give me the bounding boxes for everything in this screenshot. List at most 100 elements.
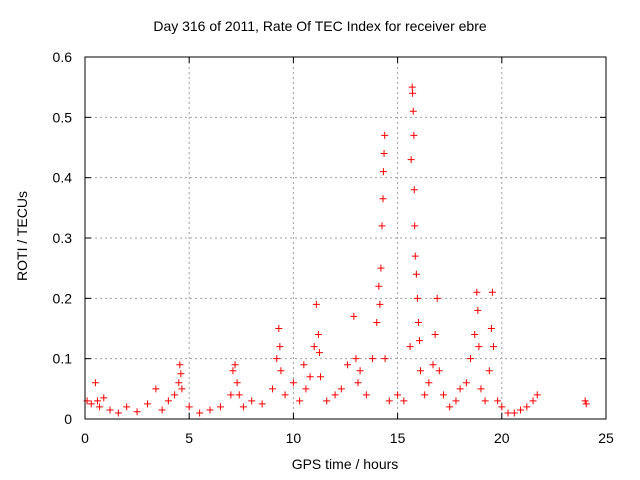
data-point [233, 379, 241, 387]
data-point [462, 379, 470, 387]
data-point [152, 385, 160, 393]
data-point [475, 343, 483, 351]
data-point [415, 337, 423, 345]
data-point [474, 306, 482, 314]
data-point [435, 367, 443, 375]
data-point [481, 397, 489, 405]
data-point [281, 391, 289, 399]
data-point [231, 361, 239, 369]
data-point [385, 397, 393, 405]
data-point [171, 391, 179, 399]
data-point [421, 391, 429, 399]
data-point [417, 367, 425, 375]
y-tick-label: 0.5 [53, 109, 73, 125]
data-point [409, 107, 417, 115]
data-point [410, 186, 418, 194]
data-point [258, 400, 266, 408]
data-point [96, 403, 104, 411]
data-point [477, 385, 485, 393]
data-point [582, 400, 590, 408]
data-point [433, 294, 441, 302]
data-point [414, 318, 422, 326]
data-point [350, 312, 358, 320]
data-point [529, 397, 537, 405]
data-point [310, 343, 318, 351]
data-point [409, 89, 417, 97]
plot-frame [84, 56, 607, 420]
data-point [581, 397, 589, 405]
data-point [269, 385, 277, 393]
x-tick-label: 10 [286, 430, 302, 446]
data-point [377, 264, 385, 272]
data-point [164, 397, 172, 405]
data-point [316, 373, 324, 381]
data-point [87, 400, 95, 408]
data-point [314, 331, 322, 339]
data-point [379, 168, 387, 176]
data-point [412, 270, 420, 278]
data-point [487, 325, 495, 332]
data-point [216, 403, 224, 411]
data-point [456, 385, 464, 393]
data-point [473, 288, 481, 296]
data-point [413, 294, 421, 302]
data-point [411, 222, 419, 230]
y-tick-label: 0.6 [53, 49, 73, 65]
data-point [123, 403, 131, 411]
data-point [489, 343, 497, 351]
data-point [488, 288, 496, 296]
data-point [510, 409, 518, 417]
data-point [431, 331, 439, 339]
data-point [323, 397, 331, 405]
data-point [289, 379, 297, 387]
data-point [337, 385, 345, 393]
data-point [394, 391, 402, 399]
data-point [494, 397, 502, 405]
data-point [248, 397, 256, 405]
data-point [467, 355, 475, 363]
x-axis-label: GPS time / hours [291, 456, 399, 472]
data-point [362, 391, 370, 399]
x-tick-label: 25 [598, 430, 614, 446]
data-point [235, 391, 243, 399]
data-point [273, 355, 281, 363]
data-point [315, 349, 323, 357]
data-point [381, 355, 389, 363]
data-point [227, 391, 235, 399]
data-point [378, 222, 386, 230]
data-point [381, 131, 389, 139]
data-point [375, 282, 383, 290]
data-point [206, 406, 214, 414]
data-point [400, 397, 408, 405]
data-point [175, 379, 183, 387]
data-point [471, 331, 479, 339]
data-point [425, 379, 433, 387]
data-point [504, 409, 512, 417]
data-point [369, 355, 377, 363]
x-tick-label: 5 [185, 430, 193, 446]
data-point [229, 367, 237, 375]
data-point [178, 385, 186, 393]
data-point [407, 156, 415, 164]
data-point [275, 325, 283, 332]
data-point [94, 397, 102, 405]
data-point [300, 361, 308, 369]
y-tick-label: 0 [64, 411, 72, 427]
data-point [533, 391, 541, 399]
data-point [356, 367, 364, 375]
data-point [352, 355, 360, 363]
chart-title: Day 316 of 2011, Rate Of TEC Index for r… [153, 18, 487, 34]
data-point [158, 406, 166, 414]
data-point [302, 385, 310, 393]
data-point [100, 394, 108, 402]
data-point [354, 379, 362, 387]
data-point [176, 361, 184, 369]
data-point [439, 391, 447, 399]
data-point [306, 373, 314, 381]
data-point [296, 397, 304, 405]
data-point [429, 361, 437, 369]
data-point [408, 83, 416, 91]
data-point [185, 403, 193, 411]
data-point [406, 343, 414, 351]
